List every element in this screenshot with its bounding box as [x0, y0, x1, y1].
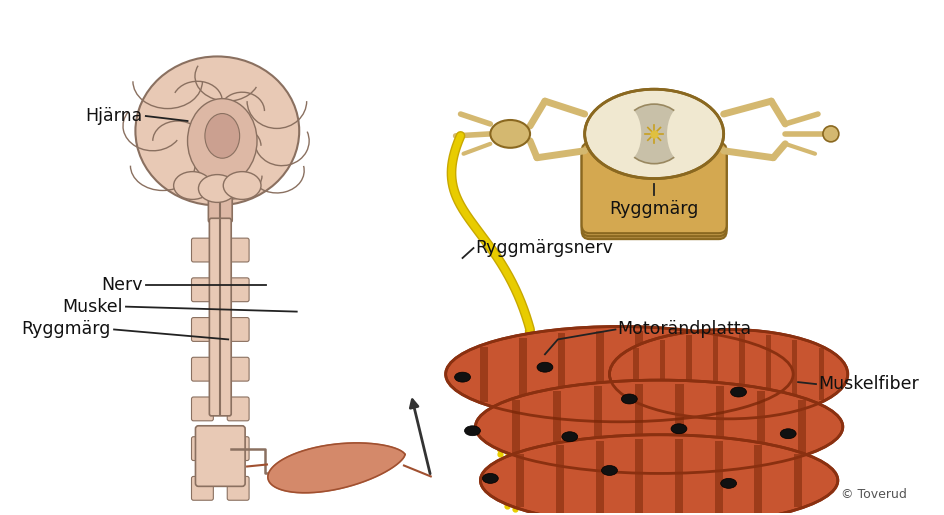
Ellipse shape — [198, 175, 236, 202]
FancyBboxPatch shape — [192, 318, 213, 341]
Ellipse shape — [562, 432, 578, 442]
FancyBboxPatch shape — [195, 426, 245, 486]
Bar — [558, 333, 565, 416]
Ellipse shape — [610, 330, 848, 419]
Ellipse shape — [612, 107, 641, 161]
Bar — [553, 391, 561, 462]
Bar — [594, 386, 602, 467]
Text: © Toverud: © Toverud — [841, 488, 907, 501]
Bar — [792, 340, 798, 408]
Bar — [673, 333, 682, 416]
Bar — [766, 335, 771, 413]
Text: Ryggmärgsnerv: Ryggmärgsnerv — [476, 239, 614, 257]
Bar — [715, 441, 723, 515]
FancyBboxPatch shape — [228, 397, 249, 421]
FancyBboxPatch shape — [209, 174, 232, 222]
Text: Muskelfiber: Muskelfiber — [818, 375, 919, 393]
Bar — [798, 400, 806, 454]
Ellipse shape — [455, 372, 470, 382]
Bar — [634, 384, 643, 470]
FancyBboxPatch shape — [582, 143, 727, 233]
Bar — [713, 333, 718, 415]
Ellipse shape — [476, 380, 843, 473]
FancyBboxPatch shape — [210, 218, 231, 416]
FancyBboxPatch shape — [228, 238, 249, 262]
Bar — [686, 335, 692, 413]
Ellipse shape — [667, 107, 697, 161]
Bar — [739, 333, 745, 415]
FancyBboxPatch shape — [228, 318, 249, 341]
Bar — [660, 340, 666, 408]
Ellipse shape — [224, 171, 261, 199]
Ellipse shape — [671, 424, 687, 434]
Ellipse shape — [135, 57, 299, 205]
Ellipse shape — [446, 327, 793, 422]
Ellipse shape — [622, 104, 686, 164]
Ellipse shape — [584, 89, 724, 179]
Text: Nerv: Nerv — [101, 276, 143, 294]
Ellipse shape — [781, 429, 796, 439]
Ellipse shape — [464, 426, 480, 436]
Bar — [480, 347, 488, 402]
Bar — [516, 454, 524, 507]
Ellipse shape — [205, 113, 240, 158]
Ellipse shape — [490, 120, 531, 148]
Ellipse shape — [174, 171, 211, 199]
Ellipse shape — [188, 99, 257, 183]
Text: Ryggmärg: Ryggmärg — [610, 200, 699, 218]
Ellipse shape — [621, 394, 637, 404]
Polygon shape — [268, 443, 405, 493]
FancyBboxPatch shape — [192, 397, 213, 421]
FancyBboxPatch shape — [228, 357, 249, 381]
FancyBboxPatch shape — [192, 476, 213, 500]
Bar — [519, 338, 527, 410]
Bar — [556, 445, 564, 515]
Bar — [676, 384, 683, 470]
Ellipse shape — [823, 126, 839, 142]
Ellipse shape — [720, 478, 736, 488]
Bar — [716, 386, 724, 467]
Text: Muskel: Muskel — [62, 298, 123, 316]
Ellipse shape — [731, 387, 747, 397]
Bar — [635, 331, 643, 418]
Bar — [818, 348, 824, 400]
Bar — [794, 454, 802, 507]
FancyBboxPatch shape — [228, 476, 249, 500]
Bar — [633, 348, 638, 400]
Bar — [675, 439, 683, 515]
Bar — [712, 338, 719, 410]
Bar — [635, 439, 643, 515]
FancyBboxPatch shape — [192, 437, 213, 460]
Bar — [757, 391, 766, 462]
Text: Hjärna: Hjärna — [86, 107, 143, 125]
Ellipse shape — [537, 362, 553, 372]
Bar — [596, 441, 603, 515]
FancyBboxPatch shape — [192, 357, 213, 381]
Ellipse shape — [601, 466, 617, 475]
FancyBboxPatch shape — [228, 278, 249, 302]
Text: Motorändplatta: Motorändplatta — [617, 320, 751, 338]
FancyBboxPatch shape — [582, 146, 727, 236]
FancyBboxPatch shape — [192, 238, 213, 262]
FancyBboxPatch shape — [228, 437, 249, 460]
Bar — [754, 445, 763, 515]
Bar — [750, 347, 758, 402]
Bar — [597, 331, 604, 418]
FancyBboxPatch shape — [582, 149, 727, 239]
Text: Ryggmärg: Ryggmärg — [22, 320, 111, 338]
FancyBboxPatch shape — [192, 278, 213, 302]
Ellipse shape — [480, 435, 838, 515]
Ellipse shape — [482, 473, 498, 484]
Bar — [513, 400, 520, 454]
